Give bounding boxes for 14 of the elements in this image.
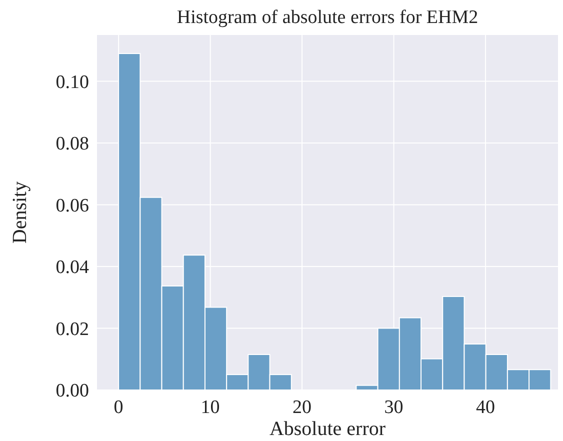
x-tick-label: 0 xyxy=(114,397,124,418)
y-tick-label: 0.10 xyxy=(56,72,89,93)
x-tick-label: 20 xyxy=(292,397,312,418)
chart-title: Histogram of absolute errors for EHM2 xyxy=(176,7,478,28)
x-tick-label: 10 xyxy=(200,397,220,418)
x-tick-label: 40 xyxy=(476,397,496,418)
y-tick-label: 0.06 xyxy=(56,195,89,216)
y-tick-label: 0.08 xyxy=(56,134,89,155)
x-tick-label: 30 xyxy=(384,397,404,418)
x-axis-title: Absolute error xyxy=(269,418,386,440)
y-axis-title: Density xyxy=(9,181,31,244)
y-tick-label: 0.02 xyxy=(56,318,89,340)
y-tick-label: 0.00 xyxy=(56,380,89,402)
y-tick-label: 0.04 xyxy=(56,257,90,278)
